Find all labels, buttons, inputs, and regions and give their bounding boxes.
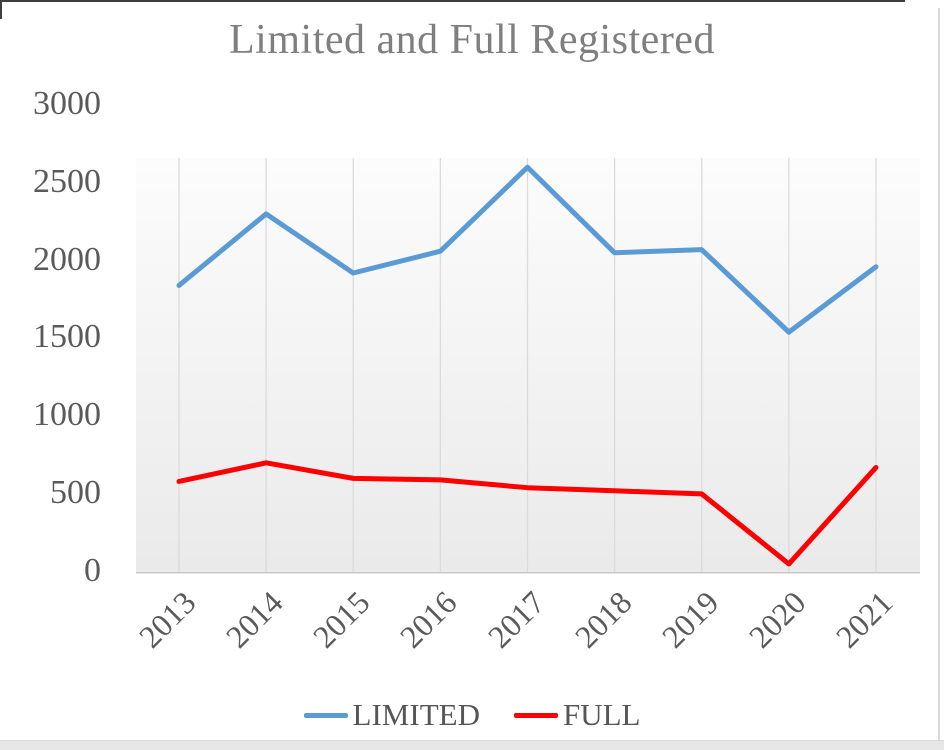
y-axis-tick-label: 1000 (33, 396, 101, 434)
x-axis-tick-label: 2015 (305, 584, 377, 655)
x-axis-tick-label: 2020 (741, 584, 813, 655)
chart-title: Limited and Full Registered (229, 17, 715, 63)
x-axis-tick-label: 2016 (393, 584, 464, 655)
screenshot-border-left (0, 0, 2, 19)
y-axis-tick-label: 2000 (33, 240, 101, 278)
limited-line-series (176, 164, 879, 335)
x-axis-tick-label: 2018 (567, 584, 639, 655)
y-axis-labels: 0 500 1000 1500 2000 2500 3000 (0, 0, 101, 750)
x-axis-tick-label: 2021 (828, 584, 900, 655)
y-axis-tick-label: 500 (50, 474, 101, 512)
y-axis-tick-label: 2500 (33, 163, 101, 201)
full-line-series (176, 460, 879, 567)
legend-item-full: FULL (513, 697, 641, 733)
screenshot-border-right (938, 8, 940, 750)
x-axis-tick-label: 2013 (131, 584, 203, 655)
y-axis-tick-label: 0 (84, 551, 101, 589)
screenshot-border-top (0, 0, 905, 2)
x-axis-tick-label: 2014 (218, 584, 290, 655)
legend-item-limited: LIMITED (303, 697, 480, 733)
y-axis-tick-label: 1500 (33, 318, 101, 356)
limited-line-swatch-icon (303, 712, 348, 718)
x-axis-tick-label: 2019 (654, 584, 726, 655)
legend-label-full: FULL (562, 697, 641, 732)
legend-label-limited: LIMITED (352, 697, 480, 732)
screenshot-bottom-strip (0, 740, 944, 750)
full-line-swatch-icon (513, 712, 558, 718)
y-axis-tick-label: 3000 (33, 85, 101, 123)
x-axis-tick-label: 2017 (480, 584, 551, 655)
legend: LIMITED FULL (0, 697, 944, 733)
